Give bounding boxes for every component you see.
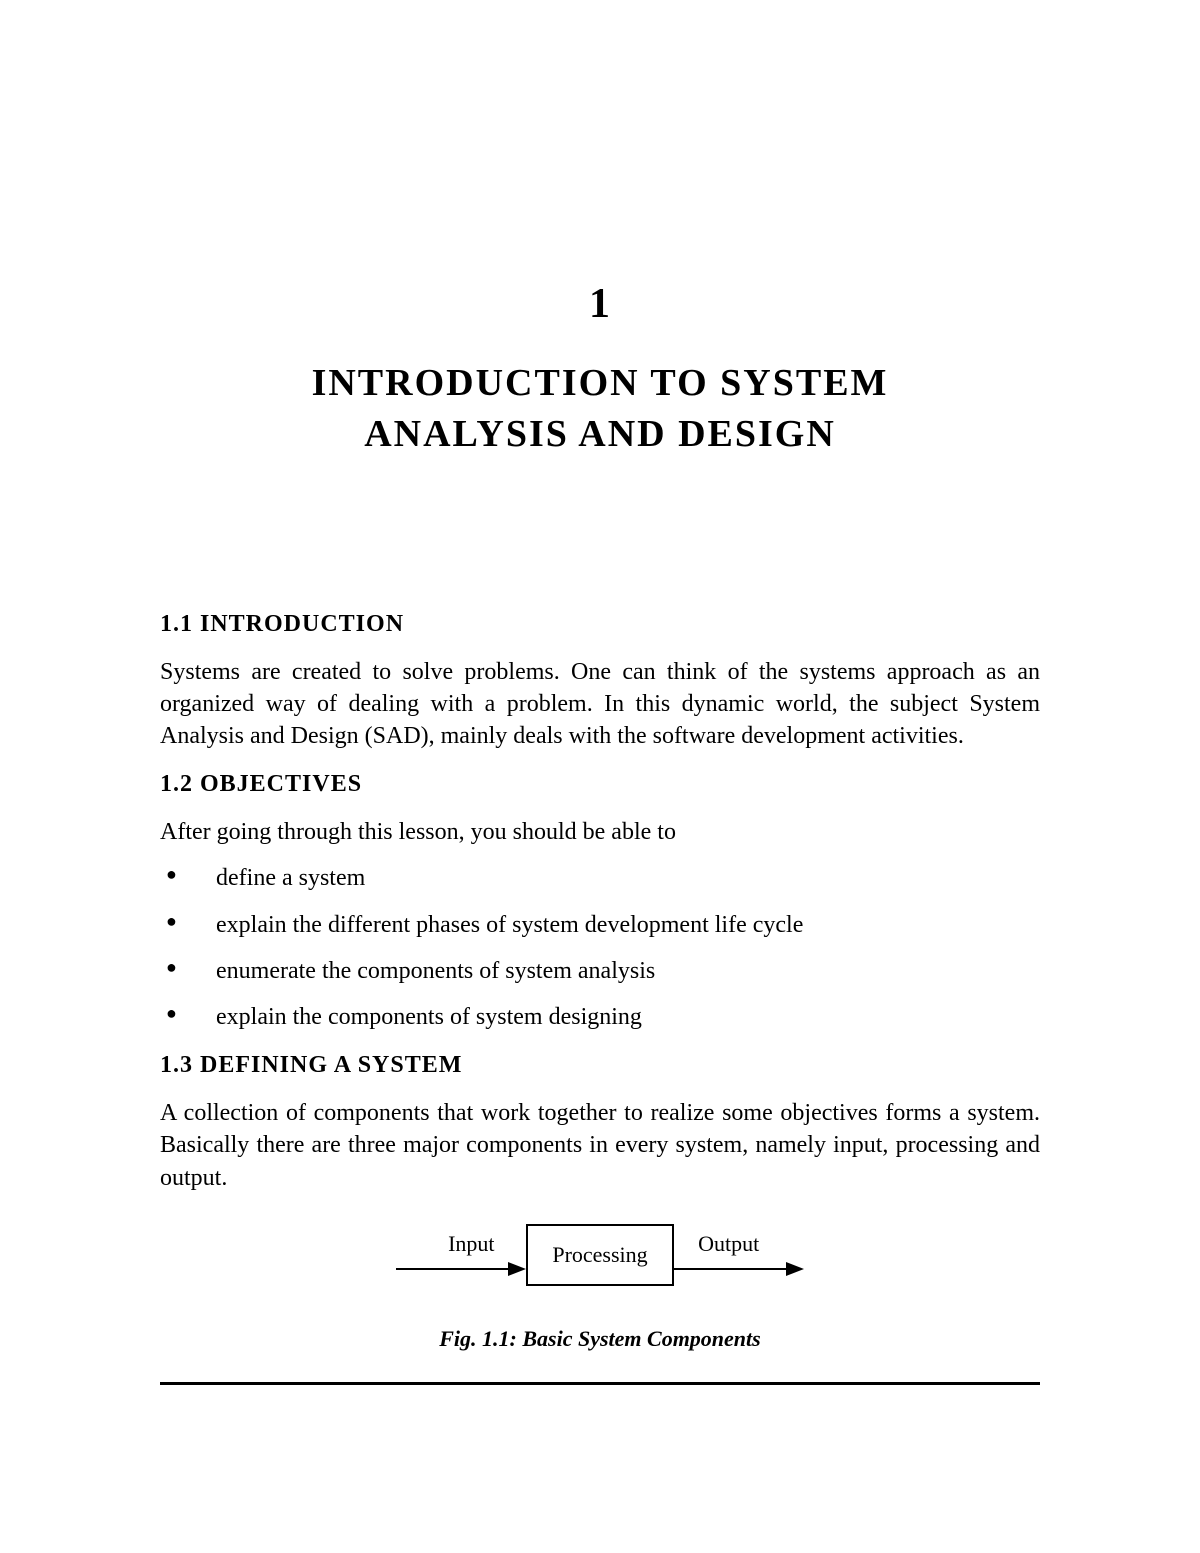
section-heading-objectives: 1.2 OBJECTIVES [160, 771, 1040, 798]
chapter-title-line1: INTRODUCTION TO SYSTEM [312, 362, 889, 404]
figure-caption: Fig. 1.1: Basic System Components [160, 1326, 1040, 1352]
section-heading-defining: 1.3 DEFINING A SYSTEM [160, 1052, 1040, 1079]
output-arrow-group: Output [674, 1231, 804, 1279]
flowchart-diagram: Input Processing Output [396, 1224, 803, 1286]
objectives-list: define a system explain the different ph… [160, 862, 1040, 1034]
list-item: explain the different phases of system d… [160, 909, 1040, 941]
chapter-title-line2: ANALYSIS AND DESIGN [364, 413, 836, 455]
chapter-title: INTRODUCTION TO SYSTEM ANALYSIS AND DESI… [160, 358, 1040, 461]
defining-paragraph: A collection of components that work tog… [160, 1097, 1040, 1194]
list-item: define a system [160, 862, 1040, 894]
objectives-intro: After going through this lesson, you sho… [160, 816, 1040, 848]
arrow-right-icon [396, 1259, 526, 1279]
chapter-number: 1 [160, 280, 1040, 328]
footer-rule [160, 1382, 1040, 1385]
section-heading-introduction: 1.1 INTRODUCTION [160, 611, 1040, 638]
page: 1 INTRODUCTION TO SYSTEM ANALYSIS AND DE… [0, 0, 1200, 1445]
input-arrow-group: Input [396, 1231, 526, 1279]
input-label: Input [448, 1231, 494, 1257]
output-label: Output [698, 1231, 759, 1257]
figure-basic-system-components: Input Processing Output [160, 1224, 1040, 1286]
processing-box: Processing [526, 1224, 673, 1286]
introduction-paragraph: Systems are created to solve problems. O… [160, 656, 1040, 753]
list-item: enumerate the components of system analy… [160, 955, 1040, 987]
arrow-right-icon [674, 1259, 804, 1279]
list-item: explain the components of system designi… [160, 1001, 1040, 1033]
